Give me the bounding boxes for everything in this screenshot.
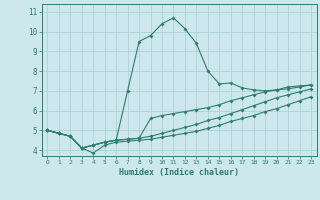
- X-axis label: Humidex (Indice chaleur): Humidex (Indice chaleur): [119, 168, 239, 177]
